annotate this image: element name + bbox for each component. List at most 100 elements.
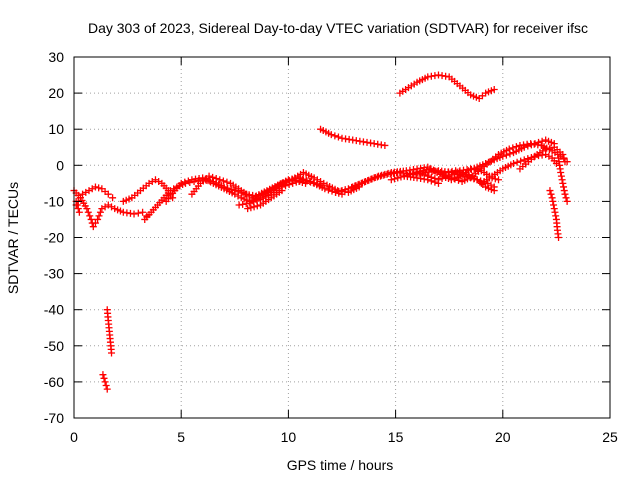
data-point — [95, 184, 103, 192]
data-point — [542, 145, 550, 153]
data-point — [76, 194, 84, 202]
data-point — [563, 197, 571, 205]
data-point — [371, 173, 379, 181]
data-point — [177, 179, 185, 187]
data-point — [282, 182, 290, 190]
data-point — [252, 193, 260, 201]
data-point — [244, 205, 252, 213]
data-point — [550, 205, 558, 213]
series-arc-5 — [99, 371, 111, 393]
data-point — [452, 167, 460, 175]
data-point — [181, 178, 189, 186]
y-tick-label: -20 — [44, 230, 64, 246]
data-point — [557, 172, 565, 180]
series-arc-18 — [413, 165, 503, 184]
data-point — [513, 158, 521, 166]
data-point — [429, 166, 437, 174]
data-point — [296, 177, 304, 185]
x-tick-label: 5 — [177, 429, 185, 445]
data-point — [362, 178, 370, 186]
data-point — [73, 201, 81, 209]
data-point — [459, 169, 467, 177]
data-point — [561, 158, 569, 166]
data-point — [134, 209, 142, 217]
data-point — [285, 181, 293, 189]
data-point — [102, 382, 110, 390]
data-point — [374, 172, 382, 180]
data-point — [506, 150, 514, 158]
data-point — [455, 168, 463, 176]
data-point — [292, 178, 300, 186]
data-point — [108, 349, 116, 357]
data-point — [427, 173, 435, 181]
data-point — [555, 234, 563, 241]
data-point — [209, 173, 217, 181]
data-point — [352, 182, 360, 190]
data-point — [410, 169, 418, 177]
data-point — [216, 176, 224, 184]
data-point — [442, 173, 450, 181]
data-point — [413, 169, 421, 177]
data-point — [130, 210, 138, 218]
data-point — [184, 177, 192, 185]
data-point — [558, 176, 566, 184]
data-point — [327, 131, 335, 139]
data-point — [355, 180, 363, 188]
series-arc-16 — [396, 71, 498, 103]
data-point — [307, 178, 315, 186]
series-arc-21 — [516, 143, 569, 173]
data-point — [495, 176, 503, 184]
grid-lines — [74, 57, 610, 418]
data-point — [552, 212, 560, 220]
data-point — [431, 175, 439, 183]
data-point — [223, 178, 231, 186]
data-point — [550, 201, 558, 209]
data-point — [365, 176, 373, 184]
data-point — [328, 187, 336, 195]
series-arc-19 — [441, 167, 498, 195]
data-point — [83, 205, 91, 213]
data-point — [103, 385, 111, 393]
data-point — [289, 179, 297, 187]
y-axis-ticks: -70 -60 -50 -40 -30 -20 -10 0 10 20 30 — [44, 49, 610, 426]
data-point — [74, 205, 82, 213]
data-point — [349, 183, 357, 191]
data-point — [205, 172, 213, 180]
data-point — [378, 171, 386, 179]
data-point — [557, 169, 565, 177]
data-point — [255, 191, 263, 199]
data-point — [87, 215, 95, 223]
data-point — [84, 208, 92, 216]
data-point — [407, 170, 415, 178]
data-point — [249, 198, 257, 206]
data-point — [397, 173, 405, 181]
data-point — [509, 144, 517, 152]
data-points — [70, 71, 571, 393]
data-point — [510, 159, 518, 167]
x-axis-ticks: 0 5 10 15 20 25 — [70, 57, 618, 445]
data-point — [212, 175, 220, 183]
series-arc-23 — [546, 187, 563, 241]
data-point — [246, 199, 254, 207]
data-point — [538, 137, 546, 145]
data-point — [454, 176, 462, 184]
data-point — [400, 172, 408, 180]
data-point — [562, 194, 570, 202]
data-point — [91, 219, 99, 227]
y-tick-label: 20 — [48, 85, 64, 101]
data-point — [104, 190, 112, 198]
data-point — [341, 186, 349, 194]
x-tick-label: 20 — [495, 429, 511, 445]
data-point — [95, 212, 103, 220]
data-point — [417, 170, 425, 178]
y-tick-label: -60 — [44, 374, 64, 390]
data-point — [368, 175, 376, 183]
data-point — [490, 187, 498, 195]
data-point — [299, 176, 307, 184]
data-point — [86, 212, 94, 220]
data-point — [139, 208, 147, 216]
y-tick-label: -10 — [44, 193, 64, 209]
data-point — [394, 174, 402, 182]
series-arc-22 — [555, 154, 571, 205]
y-axis-label: SDTVAR / TECUs — [5, 182, 21, 294]
